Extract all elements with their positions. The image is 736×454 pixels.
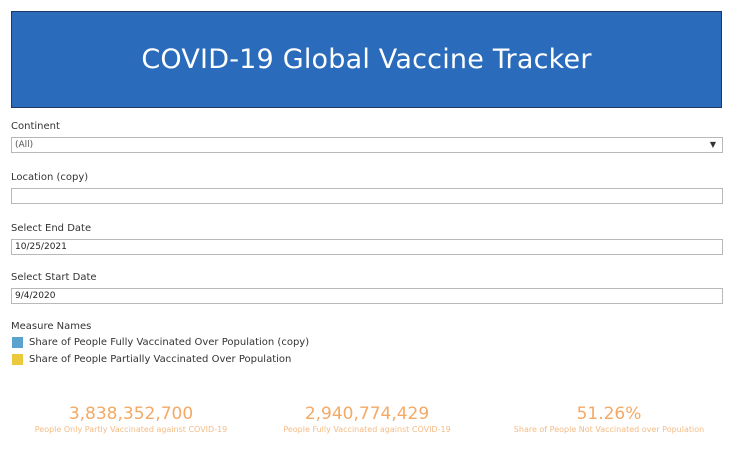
kpi-value: 3,838,352,700 bbox=[68, 404, 194, 424]
kpi-not-vaccinated-share: 51.26% Share of People Not Vaccinated ov… bbox=[483, 404, 735, 436]
chevron-down-icon[interactable]: ▼ bbox=[709, 140, 716, 149]
legend-item-partially-vaccinated[interactable]: Share of People Partially Vaccinated Ove… bbox=[11, 351, 309, 368]
end-date-label: Select End Date bbox=[11, 223, 92, 234]
kpi-label: People Only Partly Vaccinated against CO… bbox=[34, 425, 228, 434]
title-banner: COVID-19 Global Vaccine Tracker bbox=[11, 11, 722, 108]
continent-dropdown-value: (All) bbox=[15, 140, 34, 150]
kpi-label: People Fully Vaccinated against COVID-19 bbox=[283, 425, 451, 434]
start-date-filter: Select Start Date 9/4/2020 bbox=[11, 271, 723, 304]
location-filter: Location (copy) bbox=[11, 171, 723, 204]
legend-swatch-yellow bbox=[12, 354, 23, 365]
page-title: COVID-19 Global Vaccine Tracker bbox=[141, 44, 592, 75]
kpi-partly-vaccinated: 3,838,352,700 People Only Partly Vaccina… bbox=[11, 404, 251, 436]
end-date-input[interactable]: 10/25/2021 bbox=[11, 239, 723, 255]
continent-filter-label: Continent bbox=[11, 121, 60, 132]
kpi-value: 2,940,774,429 bbox=[304, 404, 430, 424]
continent-dropdown[interactable]: (All) ▼ bbox=[11, 137, 723, 153]
start-date-label: Select Start Date bbox=[11, 272, 97, 283]
location-filter-label: Location (copy) bbox=[11, 172, 89, 183]
start-date-input[interactable]: 9/4/2020 bbox=[11, 288, 723, 304]
legend-title: Measure Names bbox=[11, 321, 92, 332]
legend-item-label: Share of People Partially Vaccinated Ove… bbox=[29, 354, 292, 365]
kpi-value: 51.26% bbox=[576, 404, 642, 424]
legend-item-label: Share of People Fully Vaccinated Over Po… bbox=[29, 337, 310, 348]
legend-swatch-blue bbox=[12, 337, 23, 348]
legend-item-fully-vaccinated[interactable]: Share of People Fully Vaccinated Over Po… bbox=[11, 334, 309, 351]
kpi-label: Share of People Not Vaccinated over Popu… bbox=[513, 425, 705, 434]
location-input[interactable] bbox=[11, 188, 723, 204]
continent-filter: Continent (All) ▼ bbox=[11, 120, 723, 153]
measure-legend: Measure Names Share of People Fully Vacc… bbox=[11, 320, 309, 368]
kpi-fully-vaccinated: 2,940,774,429 People Fully Vaccinated ag… bbox=[251, 404, 483, 436]
end-date-filter: Select End Date 10/25/2021 bbox=[11, 222, 723, 255]
